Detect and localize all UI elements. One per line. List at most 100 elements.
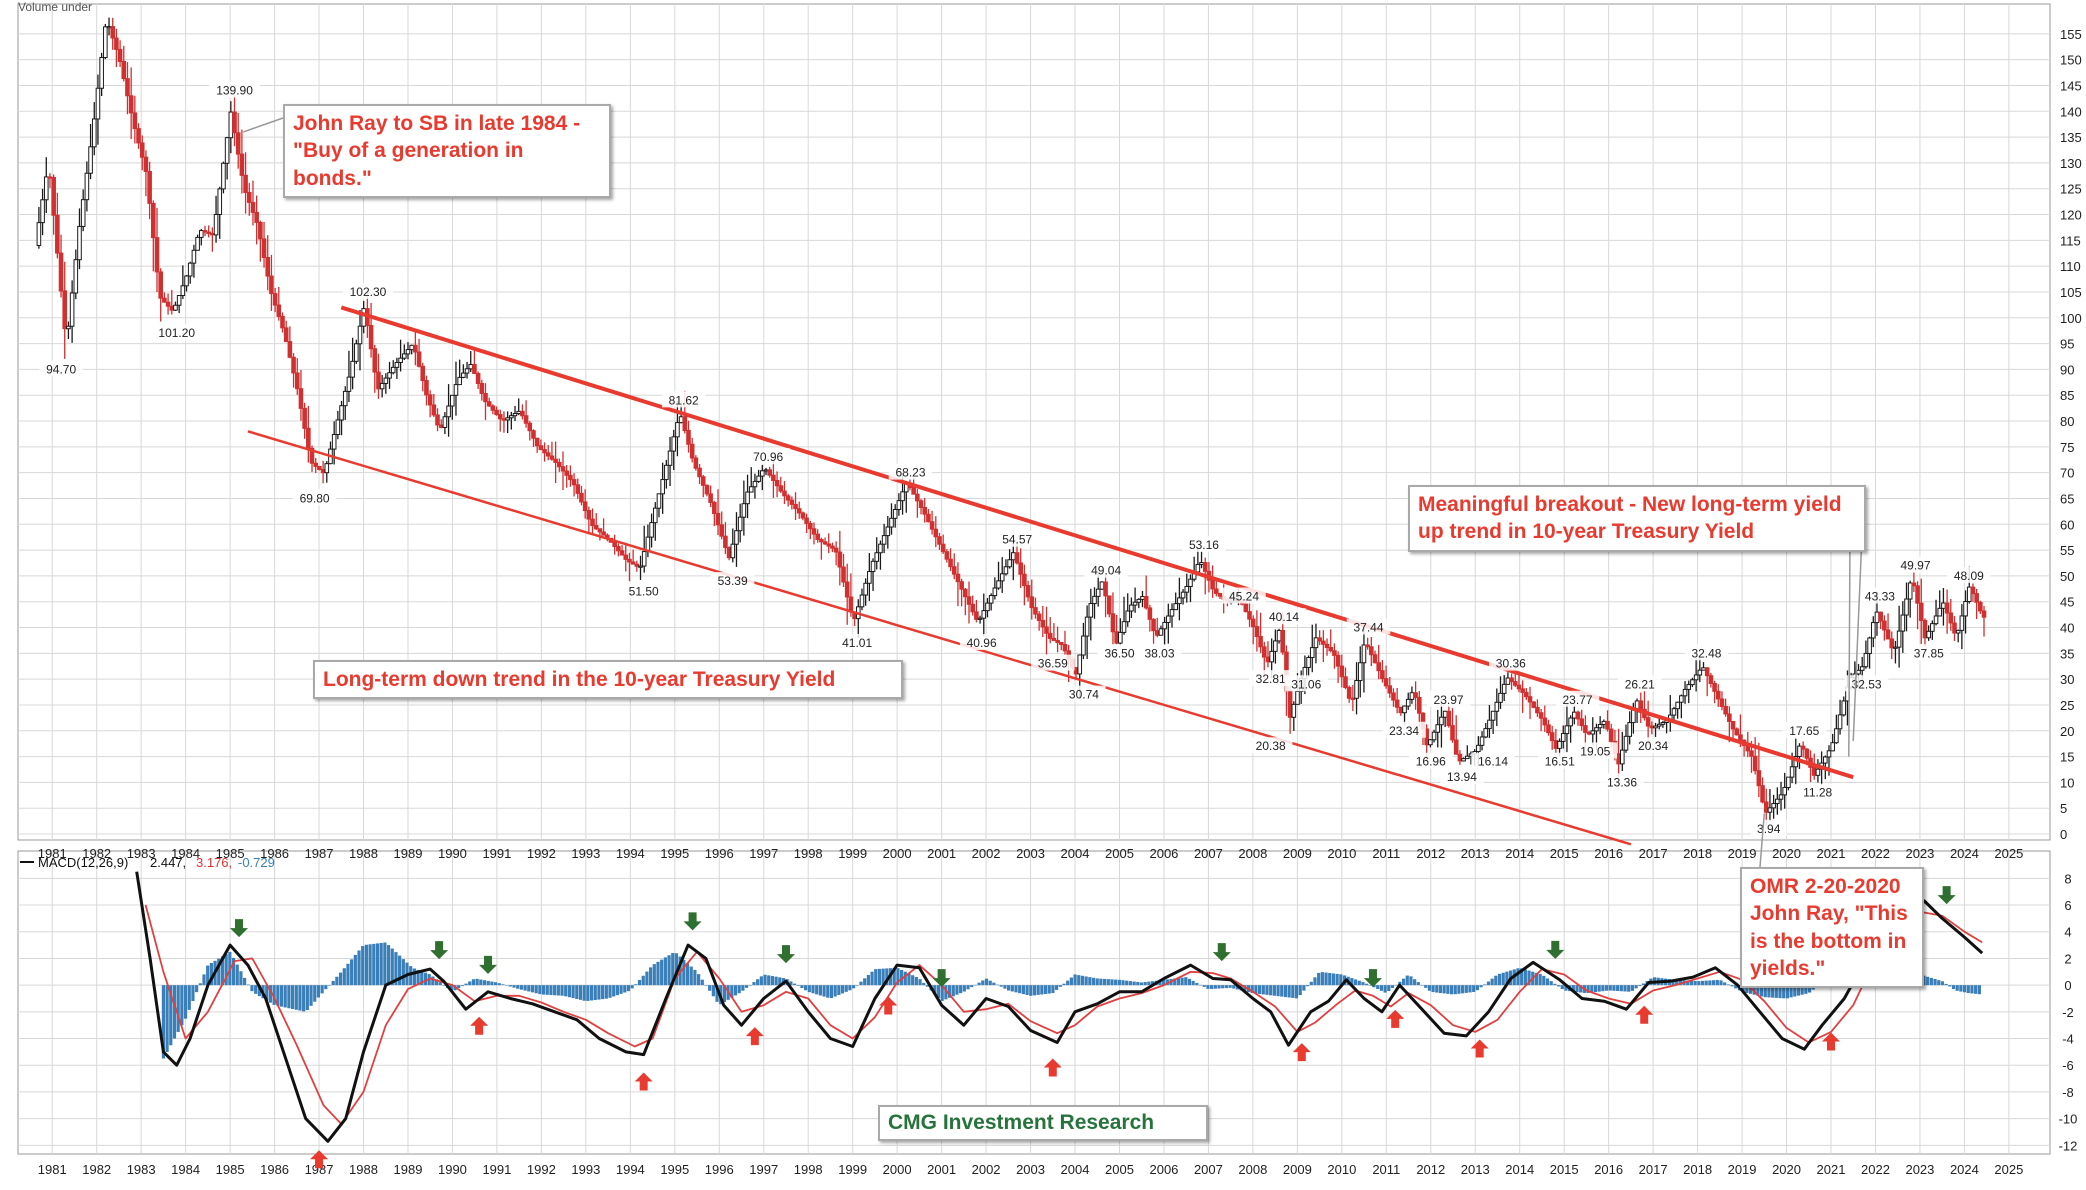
peak-label-bg [1097,644,1142,661]
macd-histogram-bar [1269,985,1273,996]
price-candle-body [564,470,569,476]
price-candle-body [520,410,525,417]
price-candle-body [1941,602,1946,609]
macd-histogram-bar [1350,978,1354,986]
price-candle-body [545,452,551,457]
peak-label-bg [1573,742,1618,759]
macd-histogram-bar [1379,985,1384,991]
price-candle-body [1959,615,1965,631]
price-candle-body [1125,610,1131,623]
price-candle-body [981,610,987,619]
price-candle-body [704,484,710,495]
peak-label: 102.30 [350,285,387,299]
macd-histogram-bar [1265,985,1269,995]
macd-histogram-bar [977,982,981,986]
price-candle-body [1062,643,1068,652]
peak-label-bg [1182,535,1226,552]
price-candle-body [291,356,296,374]
price-candle-body [1044,626,1049,634]
price-candle-body [1767,807,1773,813]
peak-label: 38.03 [1144,646,1174,660]
macd-histogram-bar [1711,980,1716,986]
macd-histogram-bar [689,966,693,986]
macd-histogram-bar [815,985,819,995]
peak-label-bg [1537,752,1582,769]
price-candle-body [929,521,935,530]
macd-histogram-bar [567,985,572,998]
macd-histogram-bar [1095,978,1099,986]
price-candle-body [1723,705,1728,715]
price-candle-body [859,594,865,608]
price-candle-body [84,172,90,201]
macd-histogram-bar [438,982,442,986]
macd-histogram-bar [239,971,243,986]
macd-histogram-bar [1387,985,1391,992]
price-candle-body [1084,616,1090,637]
macd-histogram-bar [1597,985,1601,992]
price-candle-body [1597,724,1603,729]
macd-histogram-bar [575,985,579,999]
price-x-tick-label: 2020 [1772,846,1801,861]
macd-histogram-bar [1051,985,1055,994]
peak-label: 16.51 [1545,755,1575,769]
price-candle-body [1435,724,1441,733]
price-candle-body [1915,585,1920,604]
price-candle-body [449,394,455,407]
macd-histogram-bar [756,979,760,986]
price-y-tick-label: 120 [2060,208,2082,223]
sell-signal-arrow [1546,940,1565,959]
macd-y-tick-label: 2 [2064,951,2071,966]
macd-histogram-bar [1202,985,1206,987]
price-candle-body [1926,630,1931,639]
macd-histogram-bar [881,968,885,986]
price-candle-body [1088,603,1094,618]
price-candle-body [1487,719,1492,730]
macd-histogram-bar [649,967,653,986]
price-candle-body [1250,618,1256,628]
buy-signal-arrow [1635,1005,1654,1024]
macd-histogram-bar [1937,980,1941,986]
price-candle-body [1749,750,1754,757]
macd-histogram-bar [1575,985,1579,993]
macd-histogram-bar [1272,985,1276,996]
price-candle-body [756,475,761,482]
price-candle-body [1177,597,1182,605]
price-candle-body [213,213,219,236]
macd-histogram-bar [1198,984,1203,986]
price-y-tick-label: 75 [2060,440,2074,455]
peak-label: 20.34 [1638,739,1668,753]
macd-histogram-bar [195,985,199,993]
price-candle-body [763,469,769,472]
price-candle-body [937,536,942,545]
price-candle-body [715,512,721,526]
price-candle-body [1431,731,1437,741]
price-candle-body [210,232,215,236]
price-candle-body [1546,724,1551,734]
macd-histogram-bar [870,971,874,986]
macd-histogram-bar [1601,985,1605,992]
macd-y-tick-label: -4 [2062,1032,2074,1047]
macd-histogram-bar [1228,985,1232,988]
macd-histogram-bar [863,978,867,986]
price-candle-body [372,348,378,373]
price-candle-body [1516,684,1522,690]
macd-histogram-bar [1121,980,1125,986]
price-candle-body [1446,710,1452,727]
macd-histogram-bar [1446,985,1450,994]
macd-histogram-bar [1726,984,1730,986]
price-candle-body [187,262,193,277]
macd-histogram-bar [1401,978,1406,986]
price-candle-body [302,407,307,429]
price-candle-body [339,405,344,421]
price-candle-body [1952,622,1957,634]
price-candle-body [1889,638,1895,649]
price-candle-body [870,560,876,573]
price-candle-body [1195,563,1201,573]
price-x-tick-label: 2008 [1238,846,1267,861]
peak-label-bg [1795,783,1840,800]
price-y-tick-label: 90 [2060,362,2074,377]
macd-histogram-bar [1708,980,1712,986]
price-x-tick-label: 1997 [749,846,778,861]
macd-histogram-bar [829,985,834,999]
macd-histogram-bar [1125,980,1129,986]
